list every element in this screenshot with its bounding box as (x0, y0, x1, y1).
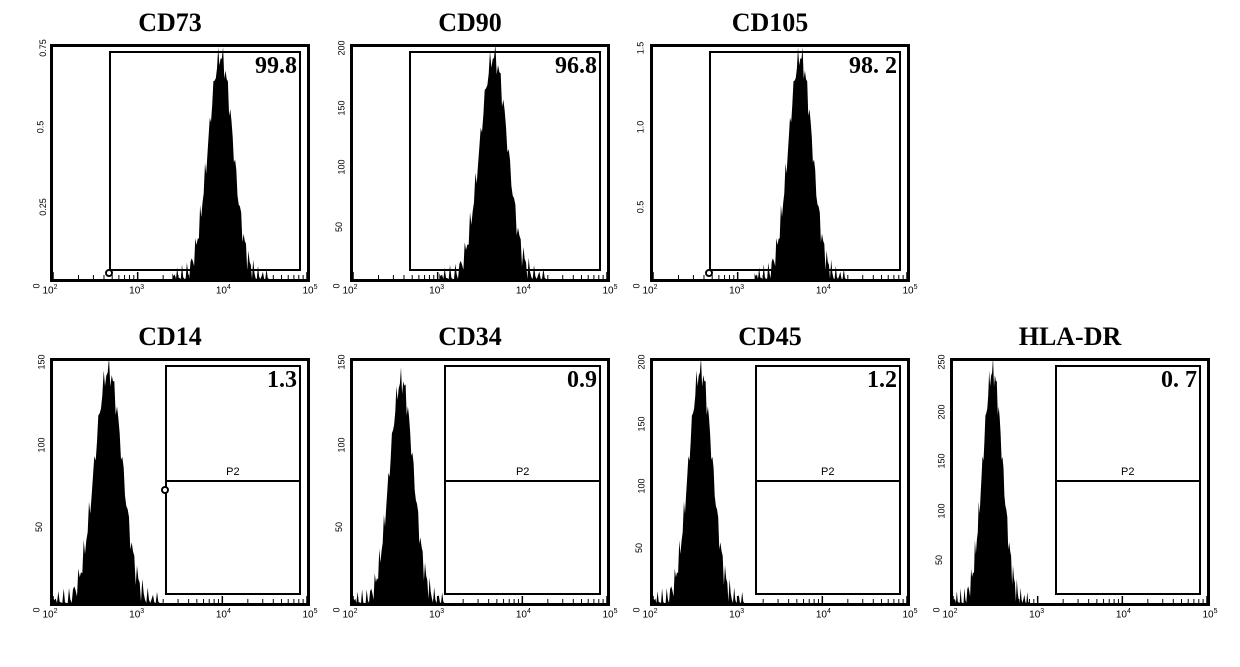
gate-marker-cd14 (161, 486, 169, 494)
y-tick: 0 (32, 607, 42, 612)
y-tick: 0 (332, 607, 342, 612)
y-ticks-cd14: 050100150 (34, 358, 50, 606)
x-ticks-cd34: 102103104105 (350, 608, 610, 624)
percent-cd45: 1.2 (867, 367, 897, 394)
panel-hla-dr: HLA-DR P2 0. 7 102 103 104 105 0 50 100 150 200 250 (930, 0, 1240, 667)
flow-cytometry-grid: CD73 99.810210310410500.250.50.75CD90 29… (0, 0, 1240, 667)
panel-title-hla-dr: HLA-DR (940, 322, 1200, 352)
panel-cd14: CD14 P2 1.3 102 103 104 105 0 50 100 150 (30, 0, 340, 667)
gate-hla-dr: P2 (1055, 365, 1201, 595)
plot-cd45: P2 1.2 (650, 358, 910, 606)
x-tick: 104 (816, 608, 831, 620)
percent-cd34: 0.9 (567, 367, 597, 394)
gate-label-cd34: P2 (516, 466, 529, 478)
percent-cd14: 1.3 (267, 367, 297, 394)
gate-label-cd45: P2 (821, 466, 834, 478)
plot-hla-dr: P2 0. 7 (950, 358, 1210, 606)
panel-cd34: CD34 P2 0.9 102 103 104 105 0 50 100 150 (330, 0, 640, 667)
y-tick: 250 (937, 354, 947, 369)
gate-cd45: P2 (755, 365, 901, 595)
y-tick: 0 (932, 607, 942, 612)
x-ticks-hla-dr: 102103104105 (950, 608, 1210, 624)
panel-cd45: CD45 P2 1.2 102 103 104 105 0 50 100 150 200 (630, 0, 940, 667)
y-tick: 0 (632, 607, 642, 612)
x-tick: 103 (129, 608, 144, 620)
y-tick: 50 (634, 543, 644, 553)
plot-inner-hla-dr: P2 0. 7 (953, 361, 1207, 603)
y-tick: 50 (34, 522, 44, 532)
gate-midline-cd14 (167, 480, 299, 482)
x-tick: 104 (1116, 608, 1131, 620)
x-tick: 105 (602, 608, 617, 620)
y-ticks-hla-dr: 050100150200250 (934, 358, 950, 606)
y-tick: 100 (637, 478, 647, 493)
y-tick: 150 (937, 454, 947, 469)
gate-label-hla-dr: P2 (1121, 466, 1134, 478)
y-tick: 100 (337, 437, 347, 452)
y-tick: 200 (937, 404, 947, 419)
x-tick: 103 (429, 608, 444, 620)
x-tick: 102 (342, 608, 357, 620)
plot-inner-cd34: P2 0.9 (353, 361, 607, 603)
x-tick: 102 (42, 608, 57, 620)
x-tick: 104 (216, 608, 231, 620)
plot-inner-cd45: P2 1.2 (653, 361, 907, 603)
panel-title-cd45: CD45 (640, 322, 900, 352)
plot-cd14: P2 1.3 (50, 358, 310, 606)
x-ticks-cd14: 102103104105 (50, 608, 310, 624)
y-tick: 50 (334, 522, 344, 532)
y-tick: 150 (337, 354, 347, 369)
percent-hla-dr: 0. 7 (1161, 367, 1197, 394)
x-tick: 102 (942, 608, 957, 620)
y-tick: 50 (934, 555, 944, 565)
y-tick: 100 (937, 503, 947, 518)
gate-midline-cd34 (446, 480, 599, 482)
y-tick: 150 (637, 416, 647, 431)
x-tick: 105 (902, 608, 917, 620)
y-ticks-cd34: 050100150 (334, 358, 350, 606)
x-tick: 105 (1202, 608, 1217, 620)
gate-cd34: P2 (444, 365, 601, 595)
gate-midline-hla-dr (1057, 480, 1199, 482)
gate-cd14: P2 (165, 365, 301, 595)
y-tick: 100 (37, 437, 47, 452)
x-tick: 102 (642, 608, 657, 620)
panel-title-cd34: CD34 (340, 322, 600, 352)
x-tick: 103 (1029, 608, 1044, 620)
x-tick: 103 (729, 608, 744, 620)
x-tick: 105 (302, 608, 317, 620)
gate-midline-cd45 (757, 480, 899, 482)
y-ticks-cd45: 050100150200 (634, 358, 650, 606)
y-tick: 150 (37, 354, 47, 369)
plot-inner-cd14: P2 1.3 (53, 361, 307, 603)
panel-title-cd14: CD14 (40, 322, 300, 352)
gate-label-cd14: P2 (226, 466, 239, 478)
plot-cd34: P2 0.9 (350, 358, 610, 606)
x-ticks-cd45: 102103104105 (650, 608, 910, 624)
x-tick: 104 (516, 608, 531, 620)
y-tick: 200 (637, 354, 647, 369)
